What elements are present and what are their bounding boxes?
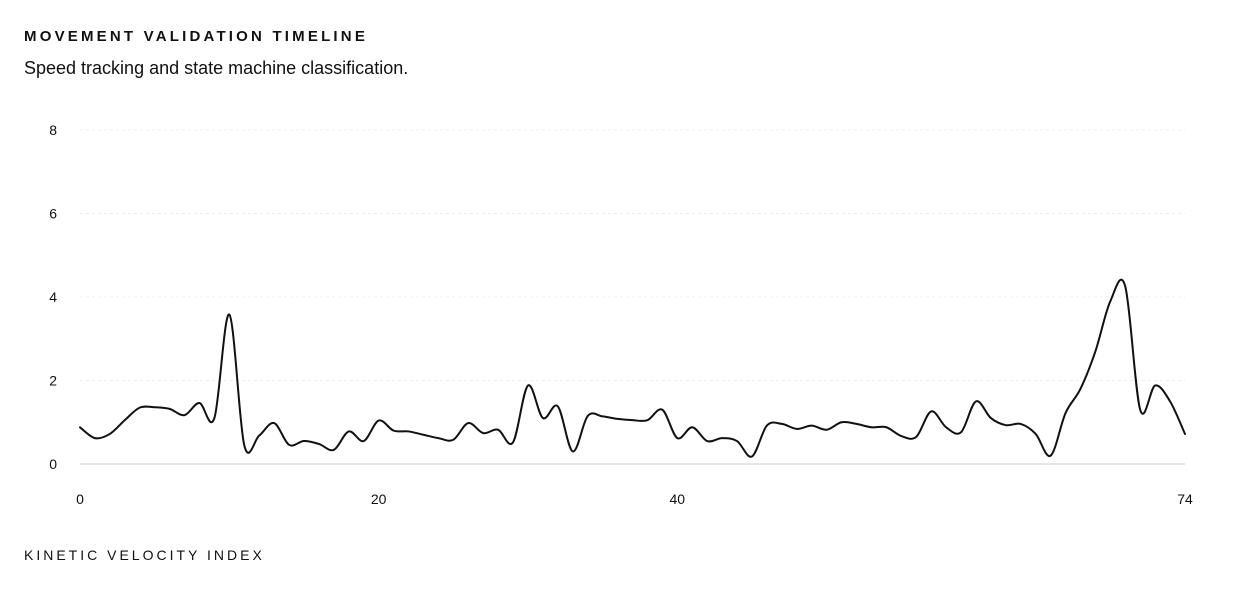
y-tick-label: 6: [49, 206, 57, 222]
series-line: [79, 278, 1186, 458]
y-tick-label: 2: [49, 373, 57, 389]
x-axis-ticks: 0 20 40 74: [76, 491, 1193, 507]
x-axis-label: KINETIC VELOCITY INDEX: [24, 547, 265, 563]
chart-subtitle: Speed tracking and state machine classif…: [24, 58, 409, 78]
x-tick-label: 40: [670, 491, 686, 507]
y-tick-label: 8: [49, 122, 57, 138]
grid-lines: [80, 129, 1185, 465]
x-tick-label: 20: [371, 491, 387, 507]
x-tick-label: 74: [1177, 491, 1193, 507]
y-axis-ticks: 0 2 4 6 8: [49, 122, 57, 472]
y-tick-label: 4: [49, 289, 57, 305]
chart-title: MOVEMENT VALIDATION TIMELINE: [24, 28, 369, 45]
y-tick-label: 0: [49, 456, 57, 472]
x-tick-label: 0: [76, 491, 84, 507]
